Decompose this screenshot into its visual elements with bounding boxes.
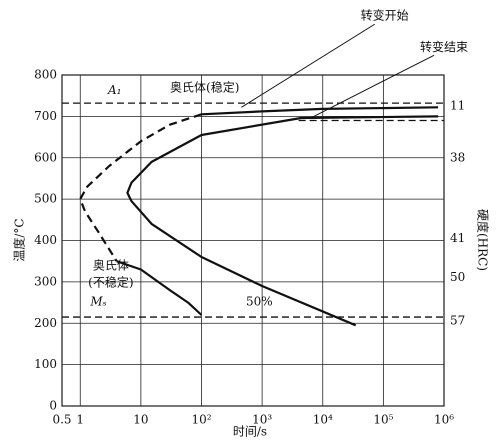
x-tick-label: 10³ [252,413,272,427]
y-tick-label: 300 [34,274,57,288]
annotation: 转变结束 [420,39,468,54]
y-tick-label: 800 [34,68,57,82]
annotation: (不稳定) [88,275,133,290]
y-tick-label: 400 [34,233,57,247]
y2-tick-label: 50 [450,270,465,284]
curve [201,106,439,116]
x-tick-label: 10 [133,413,148,427]
curve [126,115,439,327]
annotation: Mₛ [89,295,106,309]
y-tick-label: 600 [34,150,57,164]
y-tick-label: 700 [34,109,57,123]
y-tick-label: 500 [34,192,57,206]
x-axis-label: 时间/s [233,425,267,439]
y-tick-label: 0 [49,399,57,413]
x-tick-label: 10⁵ [373,413,393,427]
y-tick-label: 100 [34,357,57,371]
y-tick-label: 200 [34,316,57,330]
annotation: 50% [246,295,273,309]
annotation: 奥氏体 [93,259,129,273]
y2-tick-label: 11 [450,99,465,113]
y2-axis-label: 硬度(HRC) [476,209,491,271]
annotation: A₁ [107,83,121,97]
y2-tick-label: 41 [450,231,465,245]
x-tick-label: 10⁶ [434,413,454,427]
x-tick-label: 1 [76,413,84,427]
x-tick-label: 10⁴ [313,413,333,427]
y-axis-label: 温度/°C [12,218,27,261]
y2-tick-label: 57 [450,314,465,328]
y2-tick-label: 38 [450,150,465,164]
x-tick-label: 10² [191,413,211,427]
annotation: 转变开始 [361,8,409,23]
annotation: 奥氏体(稳定) [170,80,239,95]
annotation-arrow [310,54,435,119]
annotation-arrow [241,23,375,108]
curve [116,260,203,316]
curve [79,113,202,262]
x-tick-label: 0.5 [52,413,71,427]
